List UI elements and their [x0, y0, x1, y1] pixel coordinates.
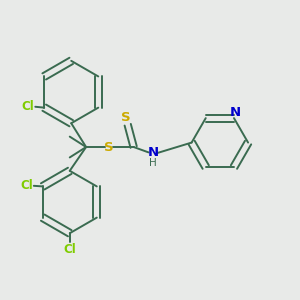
Text: Cl: Cl — [63, 243, 76, 256]
Text: Cl: Cl — [20, 179, 33, 192]
Text: S: S — [122, 111, 131, 124]
Text: N: N — [147, 146, 158, 160]
Text: S: S — [103, 140, 113, 154]
Text: H: H — [149, 158, 157, 168]
Text: Cl: Cl — [22, 100, 34, 113]
Text: N: N — [230, 106, 241, 119]
